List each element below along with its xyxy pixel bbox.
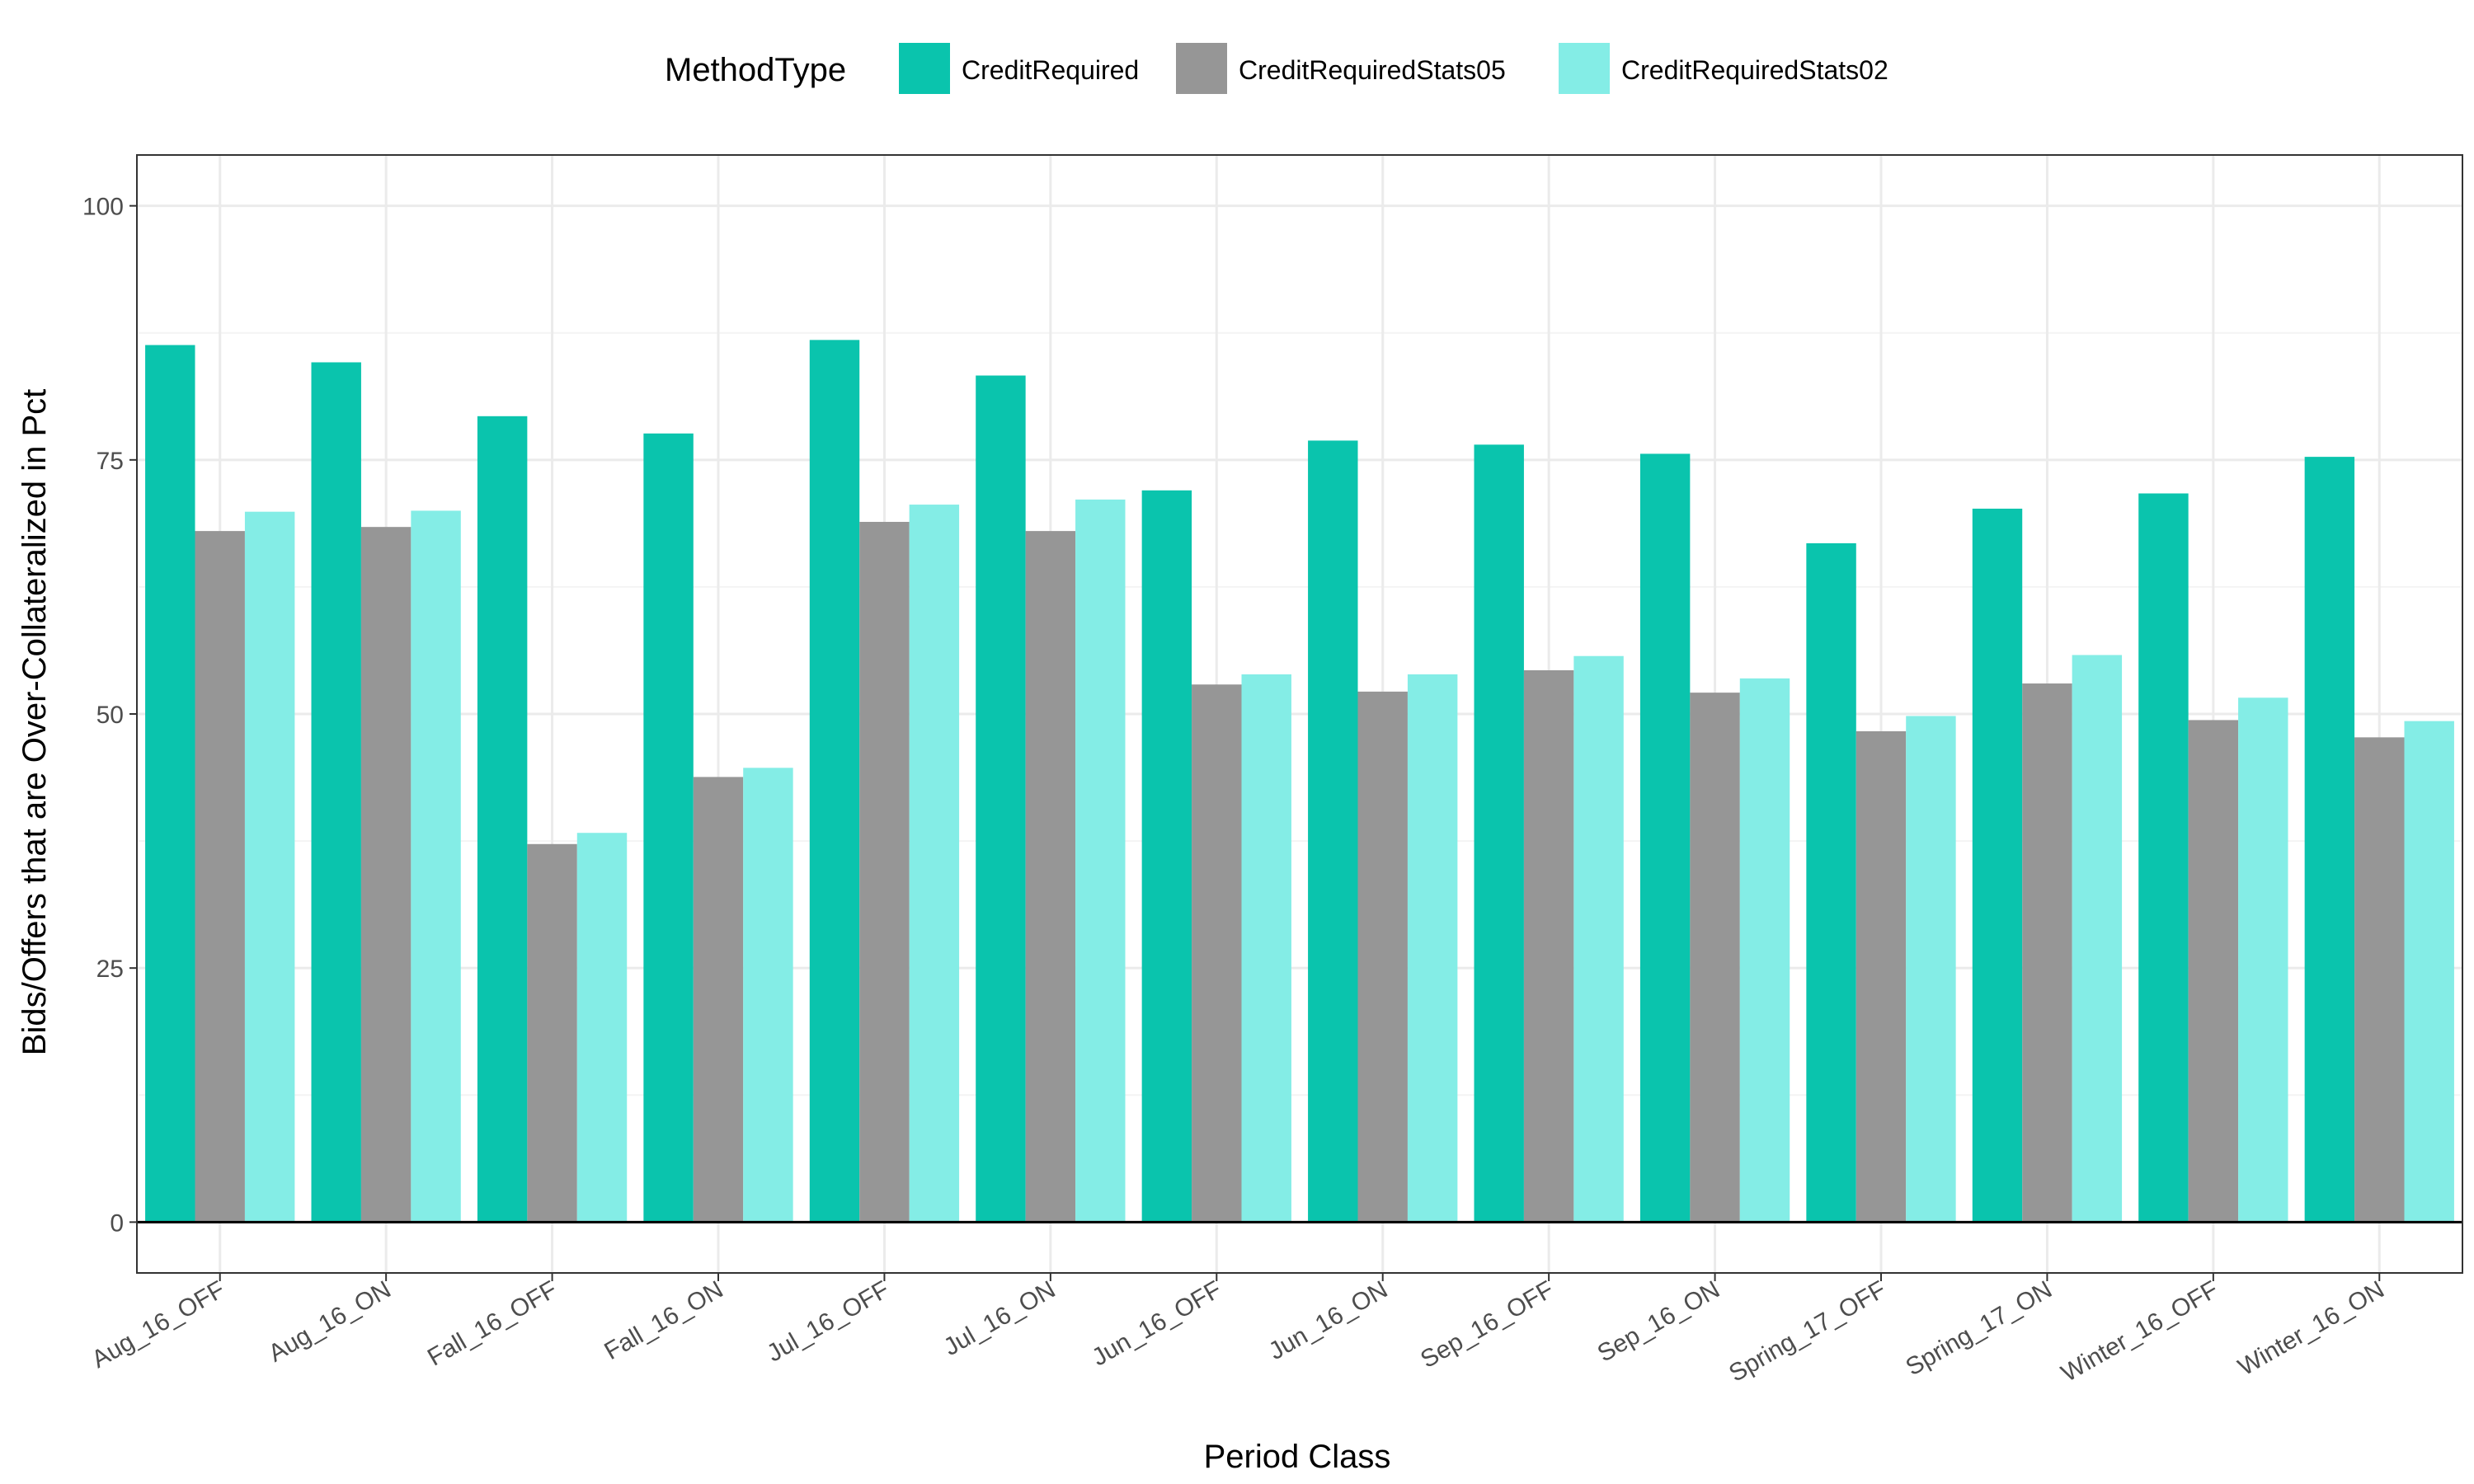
bar-CreditRequired-Winter_16_OFF	[2138, 493, 2189, 1223]
x-tick-label: Jun_16_ON	[1264, 1275, 1392, 1365]
legend-label-CreditRequired: CreditRequired	[962, 55, 1139, 85]
bar-CreditRequiredStats02-Spring_17_OFF	[1906, 716, 1956, 1223]
bar-CreditRequiredStats02-Sep_16_OFF	[1573, 655, 1624, 1223]
bar-CreditRequiredStats05-Jun_16_ON	[1357, 691, 1408, 1223]
legend-label-CreditRequiredStats02: CreditRequiredStats02	[1621, 55, 1888, 85]
legend-key-CreditRequiredStats02	[1559, 43, 1610, 94]
bar-CreditRequiredStats02-Winter_16_OFF	[2238, 697, 2288, 1223]
x-tick-label: Winter_16_ON	[2233, 1275, 2388, 1381]
x-axis: Aug_16_OFF Aug_16_ON Fall_16_OFF Fall_16_ON…	[87, 1273, 2389, 1388]
bar-CreditRequiredStats05-Jul_16_OFF	[859, 522, 910, 1223]
plot-area	[136, 154, 2463, 1274]
bar-CreditRequiredStats05-Fall_16_ON	[693, 777, 744, 1223]
bar-CreditRequiredStats02-Fall_16_ON	[743, 768, 793, 1223]
bar-CreditRequiredStats05-Jul_16_ON	[1025, 531, 1076, 1223]
x-tick-label: Aug_16_OFF	[87, 1275, 229, 1374]
x-tick-label: Jun_16_OFF	[1088, 1275, 1226, 1371]
bar-CreditRequired-Winter_16_ON	[2304, 457, 2355, 1223]
bar-CreditRequiredStats02-Fall_16_OFF	[576, 833, 628, 1223]
bar-CreditRequiredStats05-Winter_16_ON	[2354, 737, 2405, 1223]
legend-key-CreditRequiredStats05	[1176, 43, 1227, 94]
y-tick-label: 75	[96, 448, 124, 475]
bar-CreditRequired-Jun_16_OFF	[1141, 490, 1192, 1223]
bar-CreditRequired-Jun_16_ON	[1308, 440, 1358, 1223]
bar-CreditRequiredStats02-Spring_17_ON	[2072, 655, 2123, 1223]
x-axis-title: Period Class	[1204, 1439, 1391, 1475]
bar-CreditRequiredStats05-Fall_16_OFF	[527, 843, 577, 1223]
bar-CreditRequiredStats05-Sep_16_OFF	[1523, 669, 1574, 1223]
x-tick-label: Fall_16_OFF	[423, 1275, 562, 1371]
x-tick-label: Spring_17_OFF	[1724, 1275, 1890, 1387]
x-tick-label: Jul_16_ON	[939, 1275, 1060, 1361]
bar-CreditRequiredStats05-Spring_17_ON	[2022, 683, 2072, 1223]
y-tick-label: 50	[96, 702, 124, 729]
bar-CreditRequired-Fall_16_ON	[643, 433, 694, 1223]
y-axis: 0 25 50 75 100	[82, 194, 137, 1237]
legend-key-CreditRequired	[899, 43, 950, 94]
x-tick-label: Fall_16_ON	[600, 1275, 727, 1365]
bar-CreditRequiredStats02-Winter_16_ON	[2404, 721, 2454, 1223]
bar-CreditRequired-Jul_16_OFF	[809, 340, 860, 1223]
bars	[145, 340, 2454, 1223]
y-tick-label: 0	[110, 1209, 124, 1237]
y-tick-label: 25	[96, 956, 124, 983]
bar-CreditRequiredStats02-Jun_16_OFF	[1241, 674, 1291, 1223]
bar-CreditRequiredStats02-Sep_16_ON	[1739, 678, 1790, 1223]
bar-CreditRequiredStats02-Jul_16_OFF	[909, 505, 960, 1223]
x-tick-label: Jul_16_OFF	[762, 1275, 893, 1367]
bar-CreditRequired-Aug_16_ON	[311, 362, 361, 1223]
bar-CreditRequiredStats05-Aug_16_OFF	[195, 531, 245, 1223]
bar-CreditRequiredStats05-Spring_17_OFF	[1856, 730, 1907, 1223]
y-tick-label: 100	[82, 194, 124, 221]
bar-CreditRequired-Aug_16_OFF	[145, 345, 195, 1223]
x-tick-label: Aug_16_ON	[264, 1275, 396, 1367]
bar-CreditRequiredStats05-Aug_16_ON	[360, 527, 412, 1223]
bar-CreditRequired-Jul_16_ON	[976, 375, 1026, 1223]
bar-CreditRequiredStats05-Sep_16_ON	[1690, 693, 1740, 1223]
x-tick-label: Spring_17_ON	[1902, 1275, 2057, 1381]
bar-CreditRequired-Spring_17_OFF	[1806, 542, 1856, 1223]
bar-CreditRequiredStats02-Aug_16_ON	[411, 510, 461, 1223]
bar-CreditRequiredStats05-Winter_16_OFF	[2188, 720, 2239, 1223]
bar-CreditRequiredStats02-Aug_16_OFF	[244, 511, 295, 1223]
legend-label-CreditRequiredStats05: CreditRequiredStats05	[1239, 55, 1506, 85]
y-axis-title: Bids/Offers that are Over-Collateralized…	[16, 389, 53, 1055]
bar-CreditRequired-Spring_17_ON	[1972, 508, 2023, 1223]
bar-CreditRequired-Sep_16_ON	[1639, 453, 1691, 1223]
bar-CreditRequiredStats02-Jul_16_ON	[1075, 499, 1126, 1223]
bar-CreditRequired-Sep_16_OFF	[1474, 444, 1524, 1223]
x-tick-label: Sep_16_ON	[1593, 1275, 1725, 1367]
bar-CreditRequiredStats05-Jun_16_OFF	[1192, 684, 1242, 1223]
x-tick-label: Winter_16_OFF	[2057, 1275, 2222, 1387]
bar-CreditRequiredStats02-Jun_16_ON	[1407, 674, 1458, 1223]
legend: MethodType CreditRequired CreditRequiredS…	[665, 43, 1888, 94]
bar-CreditRequired-Fall_16_OFF	[477, 416, 528, 1223]
x-tick-label: Sep_16_OFF	[1416, 1275, 1558, 1374]
legend-title: MethodType	[665, 52, 846, 88]
